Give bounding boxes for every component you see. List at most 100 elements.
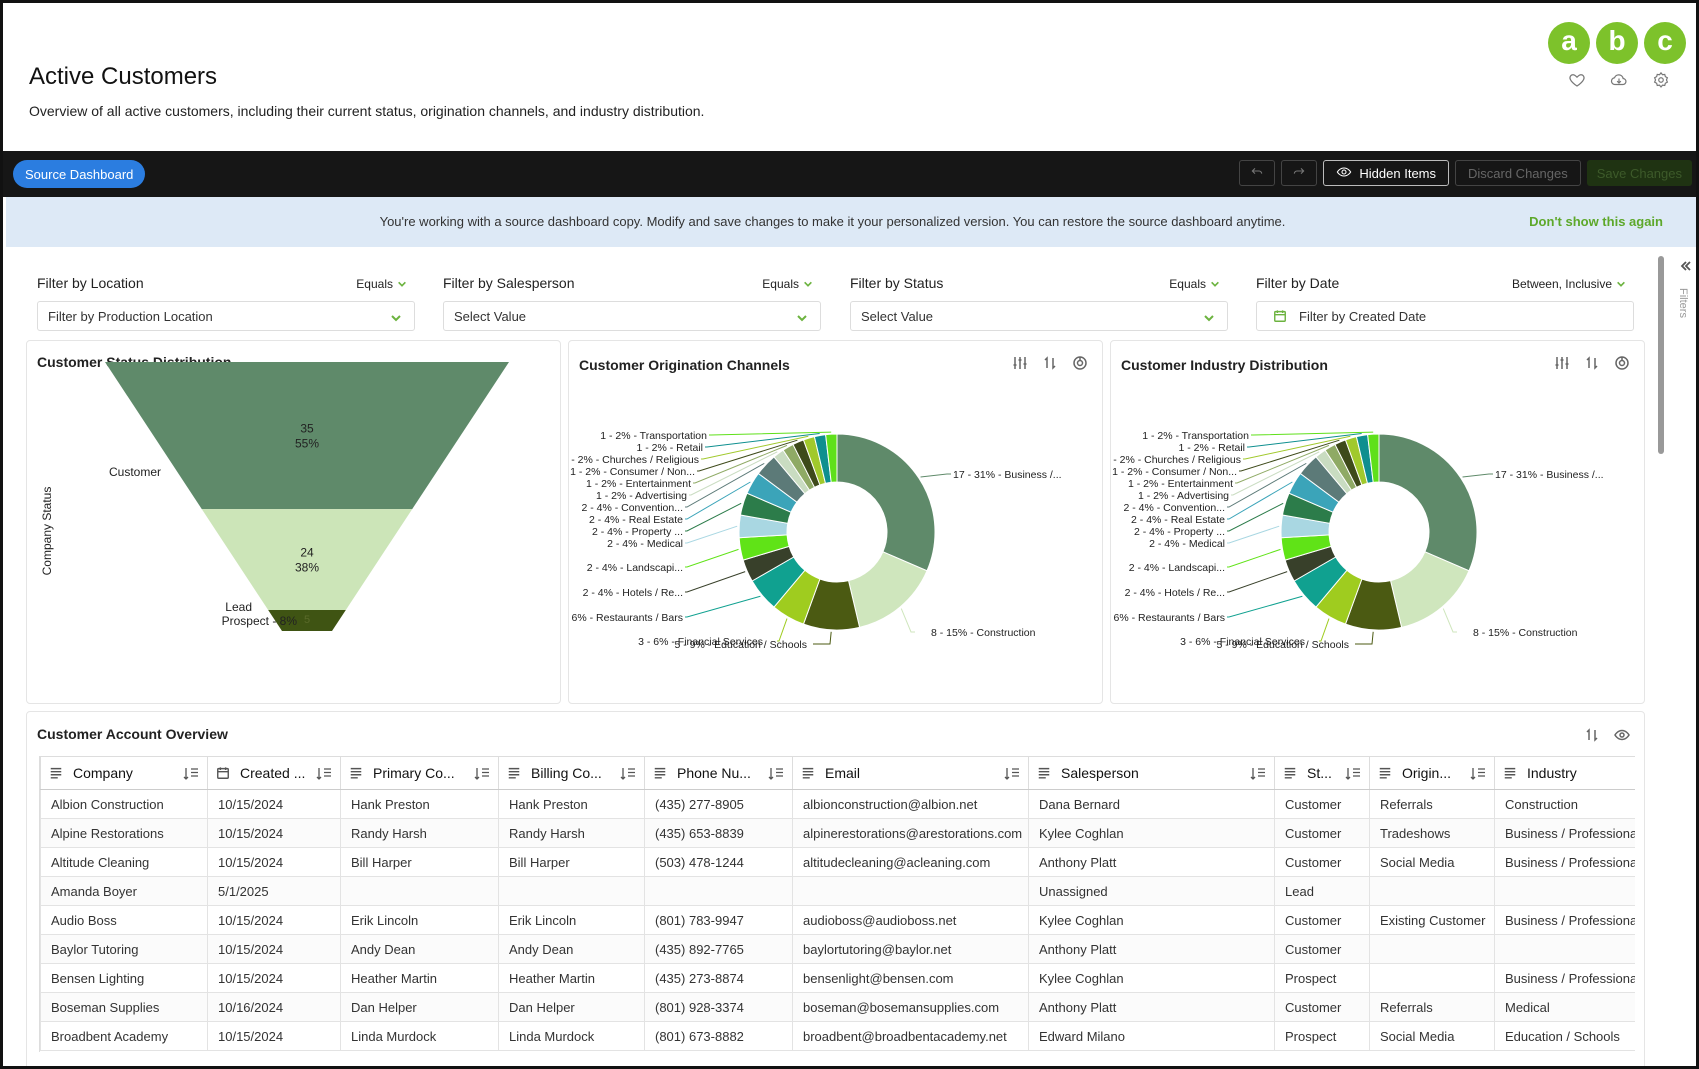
text-column-icon: [1038, 767, 1050, 779]
table-row[interactable]: Albion Construction 10/15/2024 Hank Presto…: [40, 789, 1635, 819]
funnel-stage-percent: 55%: [295, 437, 319, 451]
table-row[interactable]: Baylor Tutoring 10/15/2024 Andy Dean Andy D…: [40, 934, 1635, 964]
filter-operator[interactable]: Between, Inclusive: [1512, 277, 1626, 291]
table-cell: Construction: [1494, 789, 1635, 819]
sort-column-icon[interactable]: [183, 767, 199, 780]
table-cell: (435) 653-8839: [644, 818, 793, 848]
sliders-icon[interactable]: [1012, 355, 1028, 376]
donut-slice-label: 1 - 2% - Transportation: [1142, 430, 1249, 442]
dismiss-banner-link[interactable]: Don't show this again: [1529, 214, 1663, 229]
avatar[interactable]: c: [1644, 22, 1686, 64]
donut-chart-icon[interactable]: [1614, 355, 1630, 376]
text-column-icon: [1284, 767, 1296, 779]
avatar[interactable]: b: [1596, 22, 1638, 64]
table-cell: Bensen Lighting: [40, 963, 208, 993]
donut-leader-line: [1239, 439, 1340, 472]
sort-column-icon[interactable]: [1345, 767, 1361, 780]
save-changes-button[interactable]: Save Changes: [1586, 160, 1692, 186]
column-header[interactable]: Created ...: [207, 756, 341, 790]
sort-icon[interactable]: [1042, 355, 1058, 376]
donut-slice[interactable]: [1378, 433, 1478, 572]
donut-slice-label: 2 - 4% - Convention...: [1123, 502, 1225, 514]
origination-channels-card: Customer Origination Channels 17 - 31% -…: [568, 340, 1103, 704]
funnel-stage-customer[interactable]: [105, 362, 509, 510]
heart-icon[interactable]: [1568, 71, 1586, 94]
redo-button[interactable]: [1281, 160, 1318, 186]
table-cell: (801) 673-8882: [644, 1021, 793, 1051]
date-range-input[interactable]: Filter by Created Date: [1256, 301, 1634, 331]
sort-column-icon[interactable]: [1004, 767, 1020, 780]
filter-operator[interactable]: Equals: [356, 277, 407, 291]
salesperson-select[interactable]: Select Value: [443, 301, 821, 331]
donut-slice-label: 1 - 2% - Transportation: [600, 430, 707, 442]
column-header[interactable]: Industry: [1494, 756, 1635, 790]
eye-off-icon[interactable]: [1614, 727, 1630, 748]
sort-column-icon[interactable]: [768, 767, 784, 780]
table-row[interactable]: Altitude Cleaning 10/15/2024 Bill Harper Bi…: [40, 847, 1635, 877]
location-select[interactable]: Filter by Production Location: [37, 301, 415, 331]
column-header[interactable]: Phone Nu...: [644, 756, 793, 790]
gear-icon[interactable]: [1652, 71, 1670, 94]
scrollbar[interactable]: [1658, 256, 1664, 454]
table-row[interactable]: Alpine Restorations 10/15/2024 Randy Harsh…: [40, 818, 1635, 848]
donut-slice-label: 17 - 31% - Business /...: [953, 469, 1062, 481]
sliders-icon[interactable]: [1554, 355, 1570, 376]
funnel-stage-lead[interactable]: [201, 509, 413, 610]
source-dashboard-button[interactable]: Source Dashboard: [13, 160, 146, 188]
donut-slice[interactable]: [825, 433, 838, 483]
table-cell: Bill Harper: [340, 847, 499, 877]
donut-slice-label: 8 - 15% - Construction: [931, 627, 1036, 639]
undo-button[interactable]: [1239, 160, 1276, 186]
sort-icon[interactable]: [1584, 727, 1600, 748]
hidden-items-button[interactable]: Hidden Items: [1323, 160, 1449, 186]
table-row[interactable]: Boseman Supplies 10/16/2024 Dan Helper Dan …: [40, 992, 1635, 1022]
table-row[interactable]: Bensen Lighting 10/15/2024 Heather Martin H…: [40, 963, 1635, 993]
column-header[interactable]: Salesperson: [1028, 756, 1275, 790]
table-cell: Lead: [1274, 876, 1370, 906]
column-header-label: Industry: [1527, 765, 1577, 781]
table-cell: Business / Professional: [1494, 963, 1635, 993]
table-row[interactable]: Audio Boss 10/15/2024 Erik Lincoln Erik Lin…: [40, 905, 1635, 935]
table-cell: Business / Professional: [1494, 905, 1635, 935]
status-select[interactable]: Select Value: [850, 301, 1228, 331]
card-title: Customer Industry Distribution: [1121, 357, 1328, 373]
donut-chart-icon[interactable]: [1072, 355, 1088, 376]
donut-slice[interactable]: [836, 433, 936, 572]
filter-operator[interactable]: Equals: [762, 277, 813, 291]
donut-leader-line: [1231, 451, 1320, 496]
column-header-label: Email: [825, 765, 861, 781]
filter-operator[interactable]: Equals: [1169, 277, 1220, 291]
accounts-table-wrapper[interactable]: Company Created ... Primary Co... Billing C…: [39, 756, 1635, 1052]
chevron-down-icon: [398, 281, 406, 287]
discard-changes-button[interactable]: Discard Changes: [1455, 160, 1581, 186]
sort-column-icon[interactable]: [620, 767, 636, 780]
sort-icon[interactable]: [1584, 355, 1600, 376]
sort-column-icon[interactable]: [474, 767, 490, 780]
cloud-download-icon[interactable]: [1610, 71, 1628, 94]
donut-slice-label: 1 - 2% - Retail: [1178, 442, 1245, 454]
undo-icon: [1249, 163, 1265, 184]
filter-status: Filter by Status Equals Select Value: [850, 275, 1228, 331]
text-column-icon: [1379, 767, 1391, 779]
table-row[interactable]: Amanda Boyer 5/1/2025 Unassigned Lead: [40, 876, 1635, 906]
column-header[interactable]: Billing Co...: [498, 756, 645, 790]
text-column-icon: [654, 767, 666, 779]
column-header[interactable]: St...: [1274, 756, 1370, 790]
table-cell: Kylee Coghlan: [1028, 963, 1275, 993]
column-header[interactable]: Company: [40, 756, 208, 790]
funnel-stage-prospect[interactable]: [268, 609, 346, 631]
donut-slice[interactable]: [1367, 433, 1380, 483]
table-cell: Kylee Coghlan: [1028, 905, 1275, 935]
filters-rail-label[interactable]: Filters: [1677, 288, 1689, 318]
sort-column-icon[interactable]: [316, 767, 332, 780]
sort-column-icon[interactable]: [1250, 767, 1266, 780]
column-header[interactable]: Origin...: [1369, 756, 1495, 790]
column-header[interactable]: Primary Co...: [340, 756, 499, 790]
column-header[interactable]: Email: [792, 756, 1029, 790]
collapse-filters-button[interactable]: [1680, 259, 1692, 277]
avatar[interactable]: a: [1548, 22, 1590, 64]
sort-column-icon[interactable]: [1470, 767, 1486, 780]
donut-slice-label: 1 - 2% - Churches / Religious: [569, 454, 699, 466]
table-row[interactable]: Broadbent Academy 10/15/2024 Linda Murdock…: [40, 1021, 1635, 1051]
